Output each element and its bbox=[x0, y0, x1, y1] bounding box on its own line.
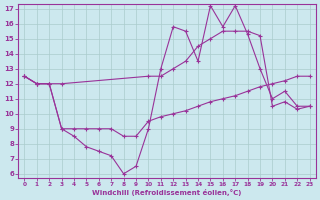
X-axis label: Windchill (Refroidissement éolien,°C): Windchill (Refroidissement éolien,°C) bbox=[92, 189, 242, 196]
